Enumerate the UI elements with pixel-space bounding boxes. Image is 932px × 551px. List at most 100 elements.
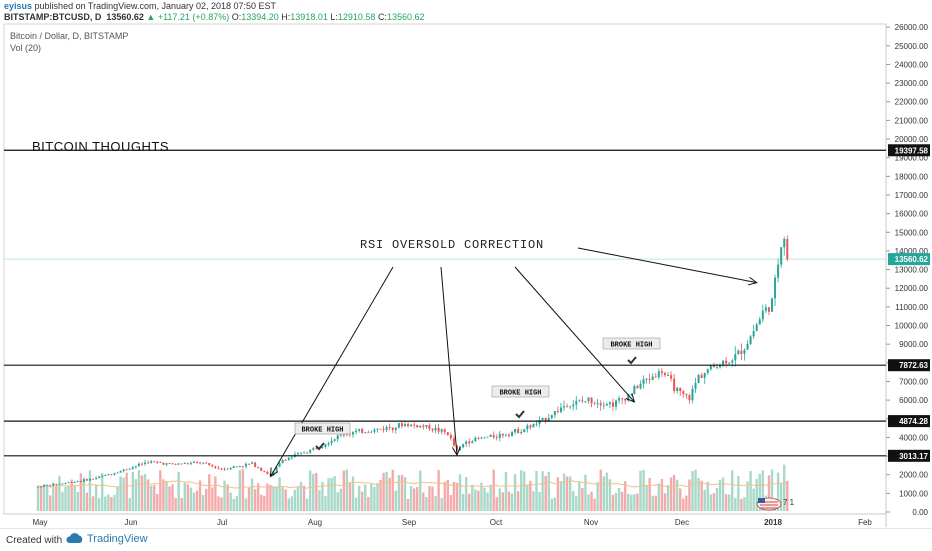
volume-bar (149, 485, 153, 511)
candle-body (691, 388, 694, 401)
footer: Created with TradingView (0, 528, 932, 551)
volume-bar (88, 470, 92, 511)
broke-high-text-1: BROKE HIGH (301, 427, 343, 435)
candle-body (587, 397, 590, 402)
candle-body (180, 463, 183, 465)
volume-bar (244, 498, 248, 511)
volume-bar (333, 476, 336, 511)
volume-bar (538, 492, 541, 511)
volume-bar (724, 494, 728, 511)
candle-body (651, 376, 654, 380)
broke-high-label-3[interactable]: BROKE HIGH (602, 337, 661, 350)
horizontal-levels[interactable] (4, 149, 886, 457)
volume-bar (156, 493, 159, 511)
time-tick-label: Sep (402, 518, 417, 527)
volume-bar (578, 481, 581, 511)
publish-line: eyisus published on TradingView.com, Jan… (4, 1, 276, 11)
candle-body (581, 400, 584, 402)
volume-bar (654, 495, 657, 511)
candle-body (486, 436, 489, 438)
volume-bar (761, 470, 765, 511)
price-tick-label: 2000.00 (899, 471, 928, 480)
arrow-line (577, 247, 757, 284)
author-link[interactable]: eyisus (4, 1, 33, 11)
rsi-annotation[interactable]: RSI OVERSOLD CORRECTION (360, 238, 544, 252)
level-price-tag (888, 144, 930, 157)
volume-bar (205, 488, 208, 511)
flag-icon[interactable]: 7 1 (756, 497, 795, 511)
volume-bar (489, 484, 492, 511)
price-tick-label: 21000.00 (895, 116, 929, 125)
chart-header: eyisus published on TradingView.com, Jan… (0, 0, 932, 24)
price-axis[interactable]: 26000.00 25000.00 24000.00 23000.00 22000.00… (886, 23, 929, 517)
volume-bar (495, 497, 498, 511)
volume-bar (703, 489, 706, 511)
candle-body (547, 418, 550, 421)
candle-body (550, 415, 553, 419)
plot-area (3, 23, 887, 515)
volume-bar (85, 492, 89, 511)
volume-bar (119, 476, 122, 511)
broke-high-label-1[interactable]: BROKE HIGH (294, 422, 351, 435)
volume-bar (419, 470, 422, 511)
volume-bar (593, 498, 596, 511)
volume-bar (602, 476, 605, 511)
candle-body (352, 432, 355, 435)
volume-bar (584, 474, 587, 511)
volume-bar (357, 485, 361, 511)
candle-body (43, 485, 46, 488)
broke-high-label-2[interactable]: BROKE HIGH (491, 385, 550, 398)
volume-bar (523, 471, 526, 511)
candle-body (263, 470, 266, 472)
volume-bar (614, 493, 618, 511)
candle-body (670, 375, 673, 379)
candle-body (654, 376, 657, 378)
volume-bar (559, 481, 563, 511)
volume-bar (195, 490, 199, 511)
volume-bar (67, 485, 70, 511)
candle-body (248, 463, 251, 465)
volume-bar (416, 487, 419, 511)
volume-bar (186, 484, 190, 511)
volume-bar (189, 487, 193, 511)
time-tick-label: Feb (858, 518, 872, 527)
volume-bar (241, 469, 245, 511)
price-tick-label: 12000.00 (895, 284, 929, 293)
volume-bar (504, 471, 508, 511)
candle-body (159, 462, 162, 463)
volume-bar (235, 496, 238, 511)
candle-body (153, 461, 156, 463)
candle-body (667, 375, 670, 376)
volume-bar (669, 477, 673, 511)
candle-body (758, 319, 761, 325)
candle-body (618, 398, 621, 401)
volume-bar (636, 493, 639, 511)
volume-bar (565, 476, 569, 511)
chart-title-annotation[interactable]: BITCOIN THOUGHTS (32, 139, 169, 154)
volume-bar (553, 497, 557, 511)
time-axis[interactable]: May Jun Jul Aug Sep Oct Nov Dec 2018 Feb (32, 518, 872, 527)
volume-bars (36, 464, 789, 511)
price-chart[interactable]: 26000.00 25000.00 24000.00 23000.00 22000.00… (0, 0, 932, 528)
broke-high-text-2: BROKE HIGH (499, 390, 541, 398)
symbol-label: BITSTAMP:BTCUSD, D (4, 12, 102, 22)
candle-body (428, 425, 431, 429)
candle-body (492, 435, 495, 438)
candle-body (49, 485, 52, 487)
volume-bar (599, 469, 602, 511)
tradingview-logo[interactable]: TradingView (64, 533, 148, 545)
candle-body (455, 445, 458, 451)
volume-bar (639, 470, 642, 511)
candle-body (764, 307, 767, 311)
volume-bar (672, 475, 676, 511)
candle-body (611, 402, 614, 407)
candle-body (706, 369, 709, 373)
candle-body (413, 424, 416, 426)
candle-body (566, 406, 569, 408)
candle-body (220, 468, 223, 470)
volume-bar (183, 482, 186, 511)
candle-body (608, 402, 611, 405)
close-label: C: (377, 12, 387, 22)
volume-bar (474, 489, 477, 511)
candle-body (657, 371, 660, 378)
